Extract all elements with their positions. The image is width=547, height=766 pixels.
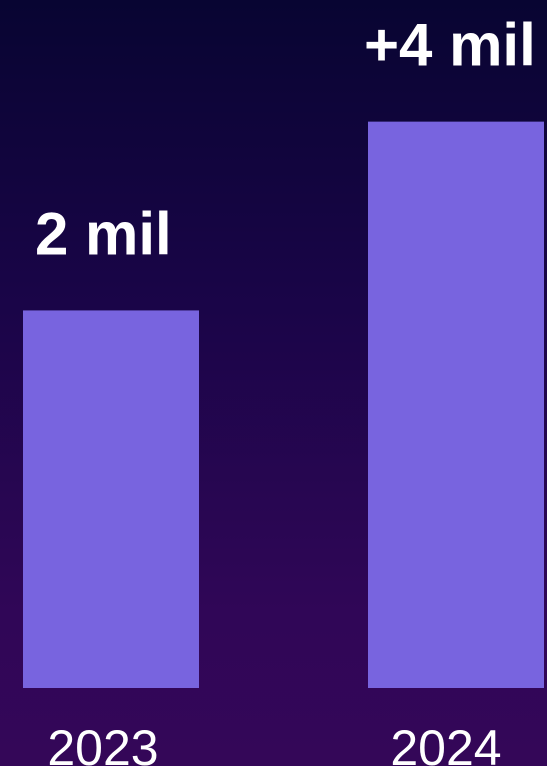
value-label-2024: +4 mil	[364, 12, 536, 79]
bars-group	[23, 121, 544, 689]
category-labels-group: 2023 2024	[47, 720, 501, 766]
bar-2023	[23, 310, 199, 688]
bar-2024	[368, 121, 544, 689]
category-label-2023: 2023	[47, 720, 158, 766]
value-label-2023: 2 mil	[35, 200, 172, 267]
value-labels-group: 2 mil +4 mil	[35, 12, 536, 268]
category-label-2024: 2024	[390, 720, 501, 766]
